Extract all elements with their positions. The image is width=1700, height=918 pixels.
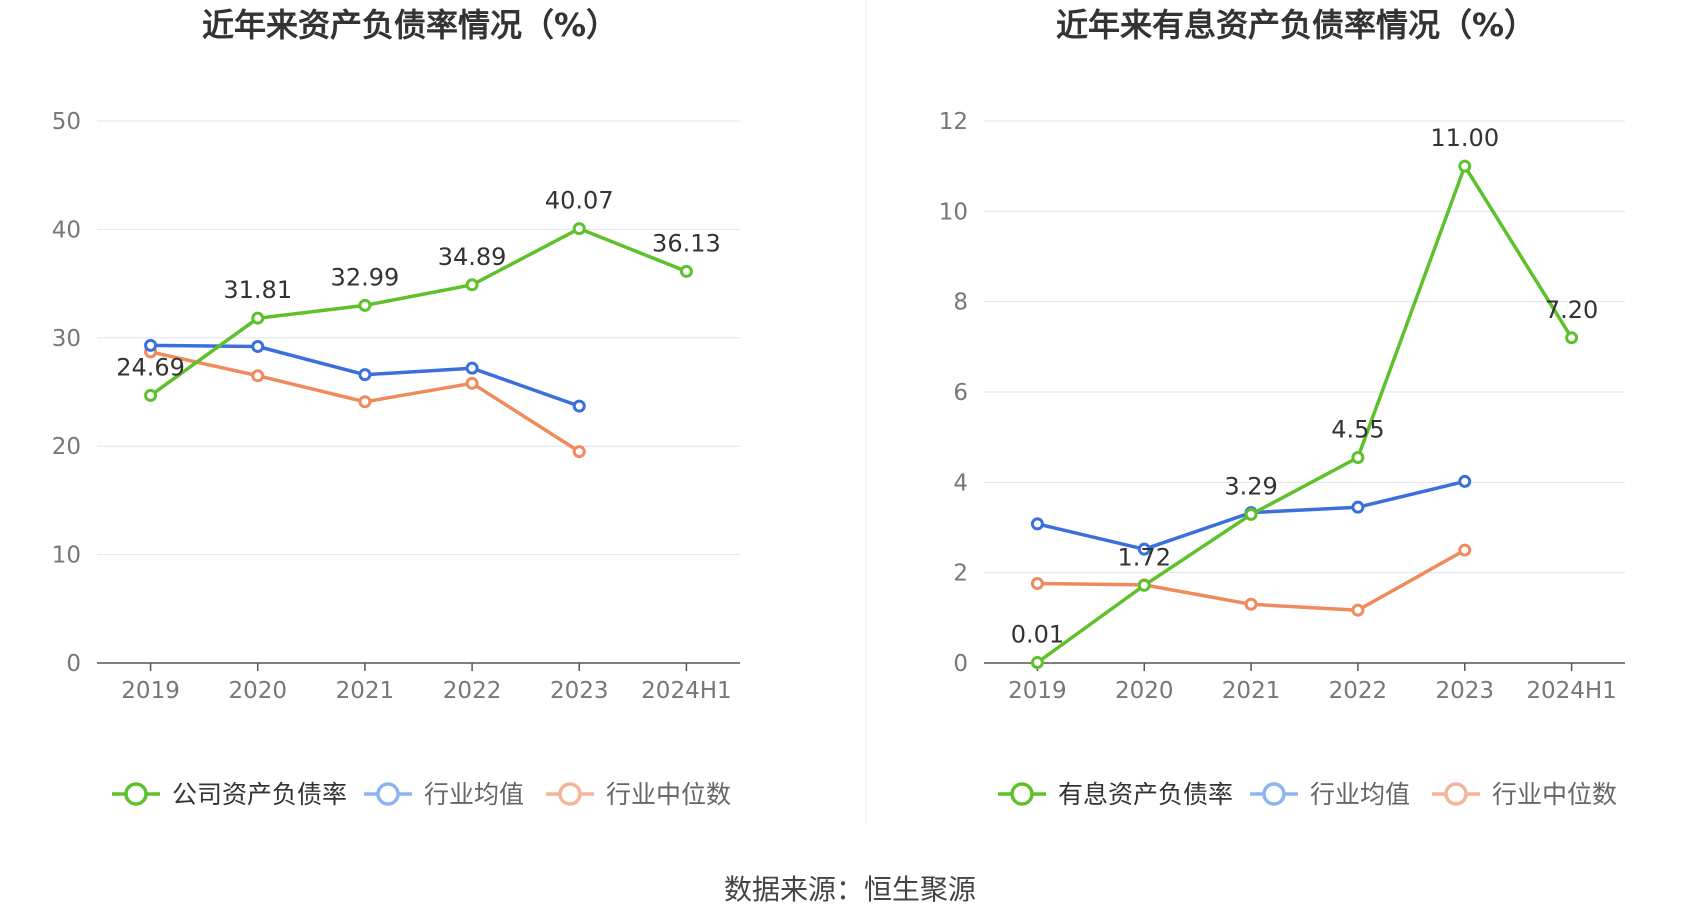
data-point (465, 376, 479, 390)
data-point (572, 445, 586, 459)
data-label: 31.81 (223, 276, 292, 304)
legend-item-2: 行业均值 (364, 780, 524, 809)
y-tick-label: 6 (953, 380, 968, 406)
legend-item-1: 有息资产负债率 (998, 780, 1233, 809)
data-point (1244, 597, 1258, 611)
legend-item-2: 行业均值 (1250, 780, 1410, 809)
x-tick-label: 2022 (1329, 678, 1388, 704)
y-tick-label: 30 (52, 326, 81, 352)
y-tick-label: 20 (52, 434, 81, 460)
data-label: 36.13 (652, 229, 721, 257)
x-tick-label: 2023 (1435, 678, 1494, 704)
data-point (465, 278, 479, 292)
data-point (358, 395, 372, 409)
legend-item-3: 行业中位数 (1432, 780, 1617, 809)
data-point (1351, 603, 1365, 617)
x-tick-label: 2024H1 (641, 678, 731, 704)
y-tick-label: 40 (52, 217, 81, 243)
data-point (1458, 159, 1472, 173)
data-label: 0.01 (1011, 621, 1064, 649)
chart-title: 近年来有息资产负债率情况（%） (1056, 6, 1536, 44)
x-tick-label: 2022 (443, 678, 502, 704)
data-point (1565, 331, 1579, 345)
legend-label: 有息资产负债率 (1058, 780, 1233, 809)
chart-panel-1: 近年来资产负债率情况（%） 0 10 20 30 40 50 2019 2020 2021 2022… (52, 6, 740, 809)
data-point (251, 369, 265, 383)
data-point (679, 264, 693, 278)
legend-label: 行业均值 (1310, 780, 1410, 809)
data-label: 32.99 (331, 263, 400, 291)
legend-item-1: 公司资产负债率 (112, 780, 347, 809)
data-point (1351, 500, 1365, 514)
data-point (572, 399, 586, 413)
data-point (1458, 543, 1472, 557)
data-point (1458, 474, 1472, 488)
legend-marker (1262, 782, 1286, 806)
data-label: 34.89 (438, 243, 507, 271)
data-point (1030, 517, 1044, 531)
y-tick-label: 0 (66, 651, 81, 677)
data-point (1137, 578, 1151, 592)
legend-marker (124, 782, 148, 806)
legend-label: 行业中位数 (606, 780, 731, 809)
x-tick-label: 2020 (1115, 678, 1174, 704)
legend-label: 行业中位数 (1492, 780, 1617, 809)
legend-marker (376, 782, 400, 806)
x-tick-label: 2021 (336, 678, 395, 704)
data-point (358, 368, 372, 382)
legend-label: 行业均值 (424, 780, 524, 809)
data-point (1351, 450, 1365, 464)
y-tick-label: 4 (953, 470, 968, 496)
series-line-1 (149, 226, 688, 397)
data-source: 数据来源：恒生聚源 (723, 873, 976, 906)
data-point (1030, 577, 1044, 591)
data-point (1137, 542, 1151, 556)
x-tick-label: 2019 (121, 678, 180, 704)
y-tick-label: 2 (953, 561, 968, 587)
data-point (1030, 656, 1044, 670)
chart-panel-2: 近年来有息资产负债率情况（%） 0 2 4 6 8 10 12 2019 2020 2021 2022… (939, 6, 1625, 809)
data-point (572, 222, 586, 236)
x-tick-label: 2019 (1008, 678, 1067, 704)
data-label: 4.55 (1331, 415, 1384, 443)
x-tick-label: 2021 (1222, 678, 1281, 704)
data-label: 11.00 (1430, 124, 1499, 152)
legend-label: 公司资产负债率 (172, 780, 347, 809)
chart-title: 近年来资产负债率情况（%） (202, 6, 618, 44)
legend-item-3: 行业中位数 (546, 780, 731, 809)
y-tick-label: 10 (939, 199, 968, 225)
data-label: 24.69 (116, 353, 185, 381)
series-line-1 (1036, 164, 1574, 664)
data-label: 1.72 (1118, 543, 1171, 571)
legend-marker (1010, 782, 1034, 806)
data-point (144, 388, 158, 402)
data-point (251, 339, 265, 353)
y-tick-label: 10 (52, 543, 81, 569)
legend-marker (1444, 782, 1468, 806)
y-tick-label: 8 (953, 290, 968, 316)
data-point (251, 311, 265, 325)
data-point (465, 361, 479, 375)
data-point (1244, 507, 1258, 521)
x-tick-label: 2020 (228, 678, 287, 704)
y-tick-label: 0 (953, 651, 968, 677)
y-tick-label: 50 (52, 109, 81, 135)
x-tick-label: 2024H1 (1526, 678, 1616, 704)
data-label: 40.07 (545, 187, 614, 215)
data-point (358, 298, 372, 312)
data-point (144, 338, 158, 352)
x-tick-label: 2023 (550, 678, 609, 704)
data-label: 7.20 (1545, 296, 1598, 324)
y-tick-label: 12 (939, 109, 968, 135)
legend-marker (558, 782, 582, 806)
data-label: 3.29 (1224, 472, 1277, 500)
